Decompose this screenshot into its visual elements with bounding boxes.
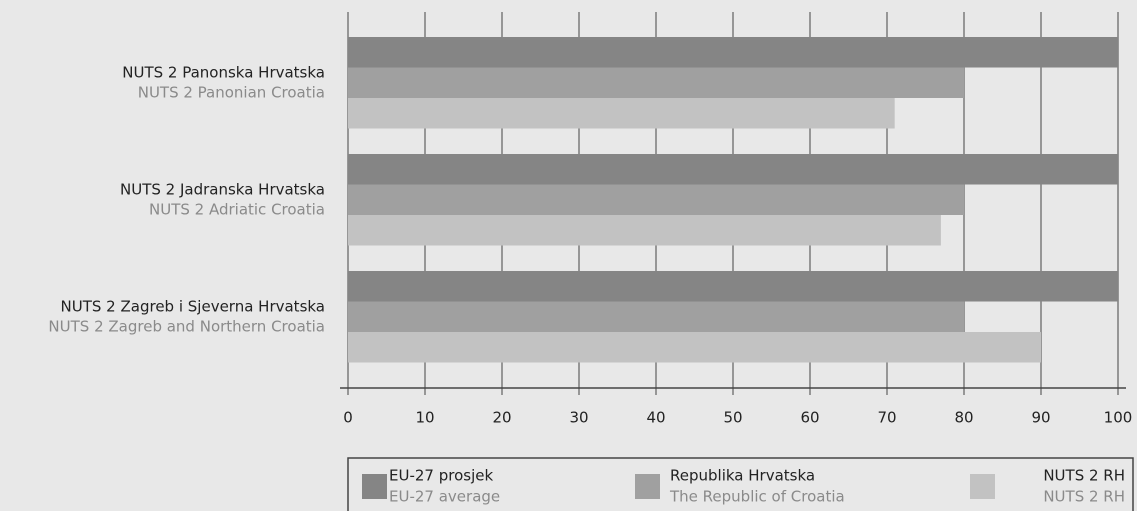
legend-label-en: The Republic of Croatia — [669, 488, 845, 506]
bar — [348, 332, 1041, 363]
x-tick-label: 90 — [1031, 409, 1050, 427]
x-tick-label: 50 — [723, 409, 742, 427]
bar — [348, 184, 964, 215]
category-label: NUTS 2 Panonska Hrvatska — [122, 63, 325, 81]
x-tick-label: 30 — [569, 409, 588, 427]
legend-swatch — [635, 474, 660, 499]
legend-label-en: NUTS 2 RH — [1043, 488, 1125, 506]
category-label-en: NUTS 2 Zagreb and Northern Croatia — [48, 317, 325, 335]
x-tick-label: 70 — [877, 409, 896, 427]
bar — [348, 37, 1118, 68]
x-tick-label: 10 — [415, 409, 434, 427]
bar — [348, 67, 964, 98]
category-label: NUTS 2 Zagreb i Sjeverna Hrvatska — [61, 297, 325, 315]
x-tick-label: 80 — [954, 409, 973, 427]
x-tick-label: 20 — [492, 409, 511, 427]
x-tick-label: 0 — [343, 409, 353, 427]
x-tick-label: 40 — [646, 409, 665, 427]
category-label-en: NUTS 2 Panonian Croatia — [138, 83, 325, 101]
legend-swatch — [970, 474, 995, 499]
legend-label: NUTS 2 RH — [1043, 467, 1125, 485]
legend-label: Republika Hrvatska — [670, 467, 815, 485]
legend-swatch — [362, 474, 387, 499]
bar — [348, 215, 941, 246]
bar — [348, 154, 1118, 185]
legend-box — [347, 457, 1134, 511]
x-tick-label: 100 — [1104, 409, 1133, 427]
category-label: NUTS 2 Jadranska Hrvatska — [120, 180, 325, 198]
legend-label-en: EU-27 average — [389, 488, 500, 506]
bar — [348, 98, 895, 129]
bar — [348, 301, 964, 332]
legend-label: EU-27 prosjek — [389, 467, 493, 485]
category-label-en: NUTS 2 Adriatic Croatia — [149, 200, 325, 218]
bar — [348, 271, 1118, 302]
x-tick-label: 60 — [800, 409, 819, 427]
